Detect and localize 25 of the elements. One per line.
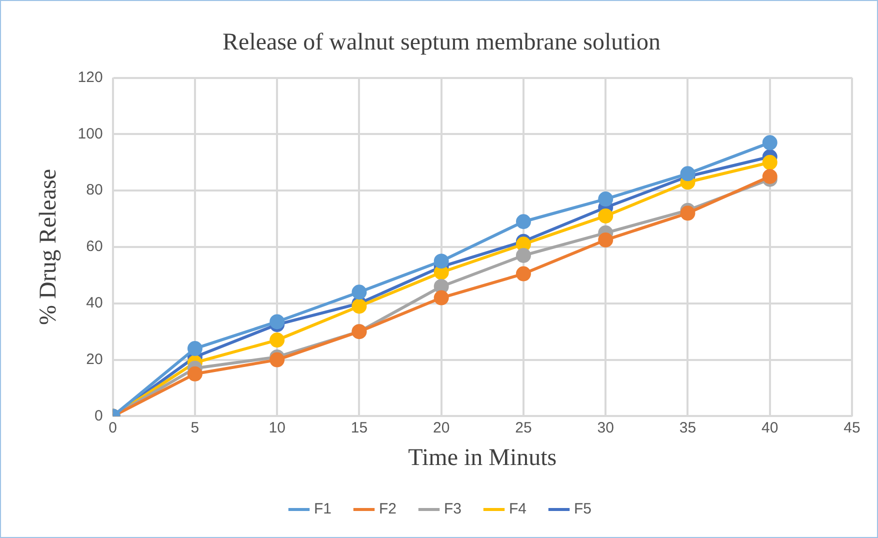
- y-tick-label: 120: [78, 68, 103, 86]
- x-tick-label: 30: [597, 419, 614, 436]
- legend-label: F1: [314, 500, 332, 518]
- x-tick-label: 5: [190, 419, 200, 436]
- y-tick-label: 80: [86, 182, 103, 199]
- legend-label: F5: [574, 500, 592, 518]
- x-tick-label: 20: [433, 419, 450, 436]
- y-tick-label: 0: [94, 407, 103, 424]
- y-axis-title: % Drug Release: [36, 169, 62, 325]
- x-tick-label: 10: [268, 419, 286, 436]
- y-tick-label: 20: [86, 350, 103, 368]
- y-tick-label: 60: [86, 238, 103, 256]
- x-tick-label: 40: [762, 419, 778, 436]
- legend-label: F2: [378, 500, 397, 518]
- chart-title: Release of walnut septum membrane solution: [222, 30, 660, 56]
- y-tick-label: 100: [78, 125, 103, 142]
- x-tick-label: 15: [350, 419, 368, 436]
- legend-label: F3: [444, 500, 462, 518]
- x-tick-label: 45: [844, 419, 860, 436]
- x-tick-label: 25: [515, 419, 532, 436]
- x-tick-label: 0: [108, 419, 117, 436]
- legend-label: F4: [509, 500, 527, 518]
- x-tick-label: 35: [679, 419, 696, 436]
- y-tick-label: 40: [86, 294, 103, 312]
- x-axis-title: Time in Minuts: [408, 444, 557, 471]
